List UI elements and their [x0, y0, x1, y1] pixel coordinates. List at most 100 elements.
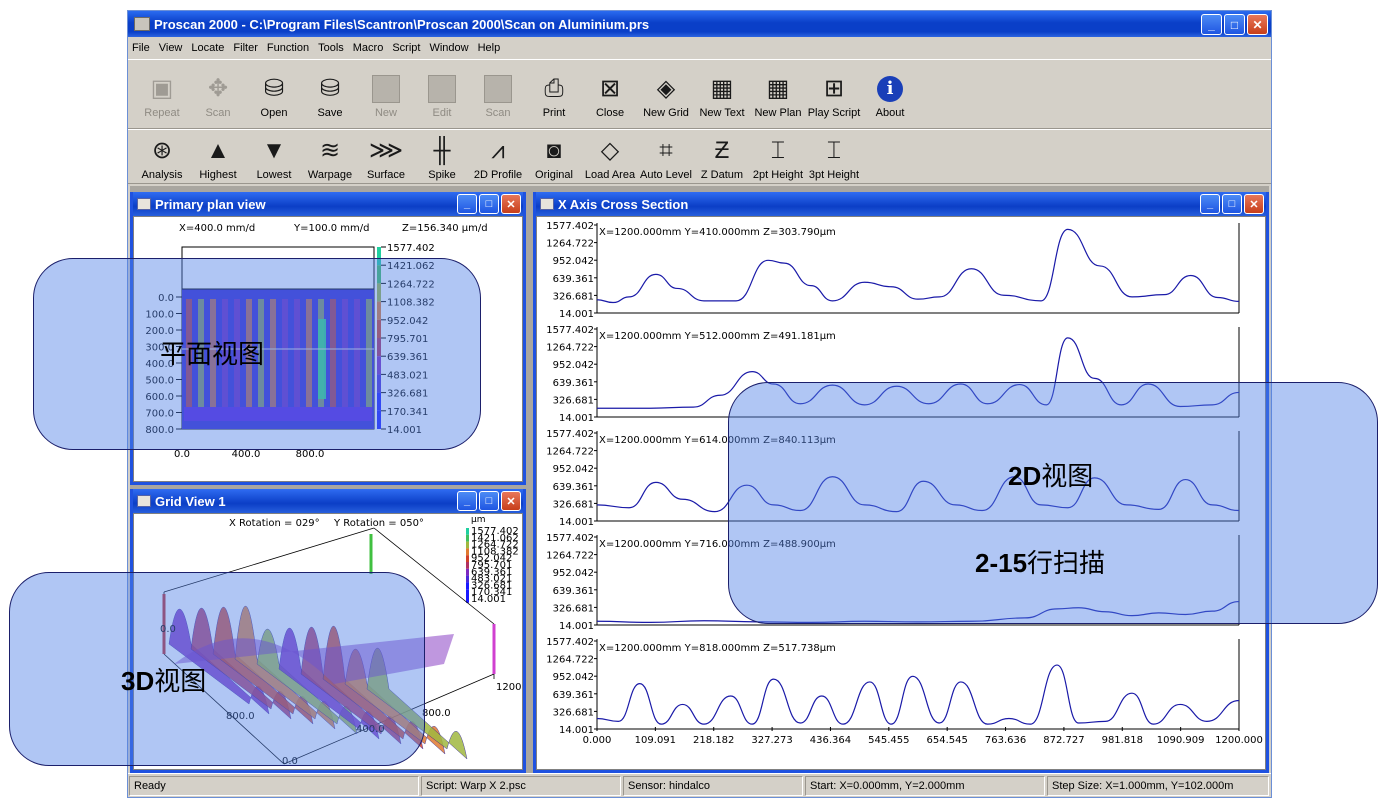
grid-view-title: Grid View 1	[155, 493, 226, 509]
menu-view[interactable]: View	[158, 42, 183, 54]
title-bar[interactable]: Proscan 2000 - C:\Program Files\Scantron…	[128, 11, 1271, 37]
grid-axis-label: 800.0	[422, 708, 451, 719]
grid-colorbar-segment	[466, 555, 469, 562]
plan-heatmap-stripe	[354, 299, 360, 415]
about-info-glyph: i	[877, 76, 903, 102]
toolbar-label: Repeat	[144, 107, 180, 119]
scan-rows-callout-text: 行扫描	[1027, 548, 1106, 578]
y-rotation-label: Y Rotation = 050°	[333, 518, 424, 529]
new-text-button[interactable]: ▦ New Text	[694, 60, 750, 128]
menu-file[interactable]: File	[132, 42, 150, 54]
spike-button[interactable]: ╫ Spike	[414, 130, 470, 183]
about-icon: i	[875, 74, 905, 104]
xtick-label: 872.727	[1043, 735, 1084, 746]
play-script-icon: ⊞	[823, 75, 845, 102]
lowest-button[interactable]: ▼ Lowest	[246, 130, 302, 183]
mdi-workspace: Primary plan view _ □ ✕ X=400.0 mm/d Y=10…	[130, 186, 1269, 773]
plan-colorbar-segment	[377, 319, 381, 338]
panel-ytick-label: 952.042	[553, 568, 594, 579]
xtick-label: 109.091	[635, 735, 676, 746]
plot-window-icon	[137, 495, 151, 507]
print-button[interactable]: ⎙ Print	[526, 60, 582, 128]
2pt-height-button[interactable]: ⌶ 2pt Height	[750, 130, 806, 183]
play-script-button[interactable]: ⊞ Play Script	[806, 60, 862, 128]
plan-view-plot[interactable]: X=400.0 mm/d Y=100.0 mm/d Z=156.340 µm/d 0.…	[134, 217, 522, 483]
panel-ytick-label: 14.001	[559, 413, 594, 424]
lowest-icon: ▼	[262, 137, 286, 164]
view-2d-callout-label: 2D视图	[1008, 456, 1093, 493]
plan-maximize-button[interactable]: □	[479, 194, 499, 214]
about-button[interactable]: i About	[862, 60, 918, 128]
plan-view-titlebar[interactable]: Primary plan view _ □ ✕	[133, 192, 523, 216]
new-plan-button[interactable]: ▦ New Plan	[750, 60, 806, 128]
xtick-label: 327.273	[751, 735, 792, 746]
toolbar-label: 2pt Height	[752, 169, 804, 181]
grid-view-plot[interactable]: X Rotation = 029° Y Rotation = 050° µm1577…	[134, 514, 525, 772]
plan-colorbar-label: 14.001	[387, 425, 422, 436]
toolbar-label: Original	[535, 169, 573, 181]
plan-heatmap-stripe	[282, 299, 288, 415]
surface-button[interactable]: ⋙ Surface	[358, 130, 414, 183]
cross-section-titlebar[interactable]: X Axis Cross Section _ □ ✕	[536, 192, 1266, 216]
plan-ytick-label: 0.0	[158, 293, 174, 304]
plan-colorbar-segment	[377, 374, 381, 393]
grid-view-titlebar[interactable]: Grid View 1 _ □ ✕	[133, 489, 523, 513]
app-icon[interactable]	[134, 17, 150, 31]
xtick-label: 1200.000	[1215, 735, 1263, 746]
menu-macro[interactable]: Macro	[352, 42, 384, 54]
close-button[interactable]: ✕	[1247, 14, 1268, 35]
original-button[interactable]: ◙ Original	[526, 130, 582, 183]
cross-maximize-button[interactable]: □	[1222, 194, 1242, 214]
3pt-height-button[interactable]: ⌶ 3pt Height	[806, 130, 862, 183]
maximize-button[interactable]: □	[1224, 14, 1245, 35]
cross-section-chart[interactable]: 1577.402 1264.722 952.042 639.361 326.681 14.…	[537, 217, 1265, 771]
load-area-button[interactable]: ◇ Load Area	[582, 130, 638, 183]
panel-ytick-label: 639.361	[553, 274, 594, 285]
save-button[interactable]: ⛁ Save	[302, 60, 358, 128]
open-button[interactable]: ⛁ Open	[246, 60, 302, 128]
highest-button[interactable]: ▲ Highest	[190, 130, 246, 183]
grid-axis-label: 800.0	[226, 711, 255, 722]
panel-ytick-label: 639.361	[553, 378, 594, 389]
series-readout-label: X=1200.000mm Y=614.000mm Z=840.113µm	[599, 435, 836, 446]
series-readout-label: X=1200.000mm Y=818.000mm Z=517.738µm	[599, 643, 836, 654]
close-button[interactable]: ⊠ Close	[582, 60, 638, 128]
grid-axis-label: 1200.	[496, 682, 522, 693]
grid-colorbar-label: 326.681	[471, 580, 512, 591]
menu-script[interactable]: Script	[392, 42, 421, 54]
new-grid-button[interactable]: ◈ New Grid	[638, 60, 694, 128]
plan-close-button[interactable]: ✕	[501, 194, 521, 214]
menu-help[interactable]: Help	[477, 42, 501, 54]
auto-level-button[interactable]: ⌗ Auto Level	[638, 130, 694, 183]
grid-maximize-button[interactable]: □	[479, 491, 499, 511]
panel-ytick-label: 1577.402	[546, 221, 594, 232]
menu-filter[interactable]: Filter	[233, 42, 258, 54]
cross-section-title: X Axis Cross Section	[558, 196, 689, 212]
2d-profile-button[interactable]: ⩘ 2D Profile	[470, 130, 526, 183]
plan-minimize-button[interactable]: _	[457, 194, 477, 214]
menu-window[interactable]: Window	[429, 42, 469, 54]
plot-window-icon	[137, 198, 151, 210]
grid-colorbar-label: 170.341	[471, 587, 512, 598]
cross-minimize-button[interactable]: _	[1200, 194, 1220, 214]
grid-colorbar-label: 1577.402	[471, 526, 519, 537]
analysis-button[interactable]: ⊛ Analysis	[134, 130, 190, 183]
plan-ytick-label: 700.0	[145, 409, 174, 420]
grid-box-edge	[163, 527, 375, 593]
menu-locate[interactable]: Locate	[191, 42, 225, 54]
minimize-button[interactable]: _	[1201, 14, 1222, 35]
panel-ytick-label: 326.681	[553, 291, 594, 302]
repeat-button: ▣ Repeat	[134, 60, 190, 128]
grid-colorbar-label: 952.042	[471, 553, 512, 564]
panel-ytick-label: 326.681	[553, 395, 594, 406]
panel-ytick-label: 952.042	[553, 256, 594, 267]
menu-tools[interactable]: Tools	[318, 42, 344, 54]
cross-close-button[interactable]: ✕	[1244, 194, 1264, 214]
panel-ytick-label: 1264.722	[546, 239, 594, 250]
toolbar-label: About	[875, 107, 905, 119]
grid-close-button[interactable]: ✕	[501, 491, 521, 511]
warpage-button[interactable]: ≋ Warpage	[302, 130, 358, 183]
z-datum-button[interactable]: Ƶ Z Datum	[694, 130, 750, 183]
grid-minimize-button[interactable]: _	[457, 491, 477, 511]
menu-function[interactable]: Function	[266, 42, 310, 54]
